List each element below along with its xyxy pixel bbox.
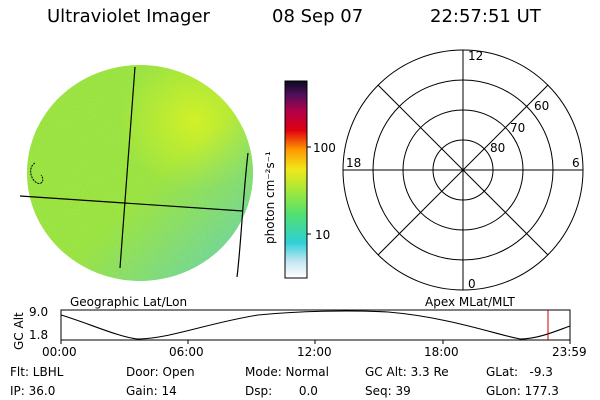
alt-tick-high: 9.0	[29, 305, 49, 319]
colorbar-unit-label: photon cm⁻²s⁻¹	[263, 151, 277, 244]
x-tick-1200: 12:00	[297, 345, 332, 359]
alt-tick-low: 1.8	[29, 328, 49, 342]
mlt-label-18: 18	[346, 156, 361, 170]
dsp-readout: Dsp: 0.0	[245, 384, 318, 398]
altitude-plot-frame	[60, 309, 571, 341]
altitude-plot	[60, 309, 571, 344]
x-tick-0600: 06:00	[169, 345, 204, 359]
mlt-label-0: 0	[468, 277, 476, 291]
time-readout: 22:57:51 UT	[430, 6, 541, 27]
limb-line	[236, 152, 249, 278]
ip-readout: IP: 36.0	[10, 384, 56, 398]
gc-alt-readout: GC Alt: 3.3 Re	[365, 365, 449, 379]
meridian-line	[119, 66, 136, 269]
date-readout: 08 Sep 07	[272, 6, 364, 27]
app-title: Ultraviolet Imager	[47, 6, 210, 27]
mlt-label-6: 6	[572, 156, 580, 170]
coastline	[30, 162, 44, 184]
x-tick-1800: 18:00	[424, 345, 459, 359]
seq-readout: Seq: 39	[365, 384, 411, 398]
uv-image-panel	[19, 65, 253, 281]
caption-geographic: Geographic Lat/Lon	[70, 295, 188, 309]
color-scale-bar	[284, 80, 311, 279]
colorbar-tick-10: 10	[315, 228, 331, 242]
altitude-curve	[60, 310, 571, 340]
x-tick-2359: 23:59	[552, 345, 587, 359]
latitude-line	[19, 195, 244, 212]
door-readout: Door: Open	[126, 365, 195, 379]
mode-readout: Mode: Normal	[245, 365, 329, 379]
lat-label-70: 70	[510, 121, 525, 135]
alt-axis-label: GC Alt	[12, 312, 26, 350]
gain-readout: Gain: 14	[126, 384, 177, 398]
mlt-label-12: 12	[468, 49, 483, 63]
polar-mlt-plot: 12 18 6 0 60 70 80	[342, 49, 584, 291]
filter-readout: Flt: LBHL	[10, 365, 64, 379]
lat-label-60: 60	[534, 99, 549, 113]
x-tick-0000: 00:00	[42, 345, 77, 359]
caption-apex: Apex MLat/MLT	[425, 295, 515, 309]
glat-readout: GLat: -9.3	[486, 365, 553, 379]
colorbar-tick-100: 100	[313, 141, 336, 155]
glon-readout: GLon: 177.3	[486, 384, 559, 398]
lat-label-80: 80	[490, 141, 505, 155]
